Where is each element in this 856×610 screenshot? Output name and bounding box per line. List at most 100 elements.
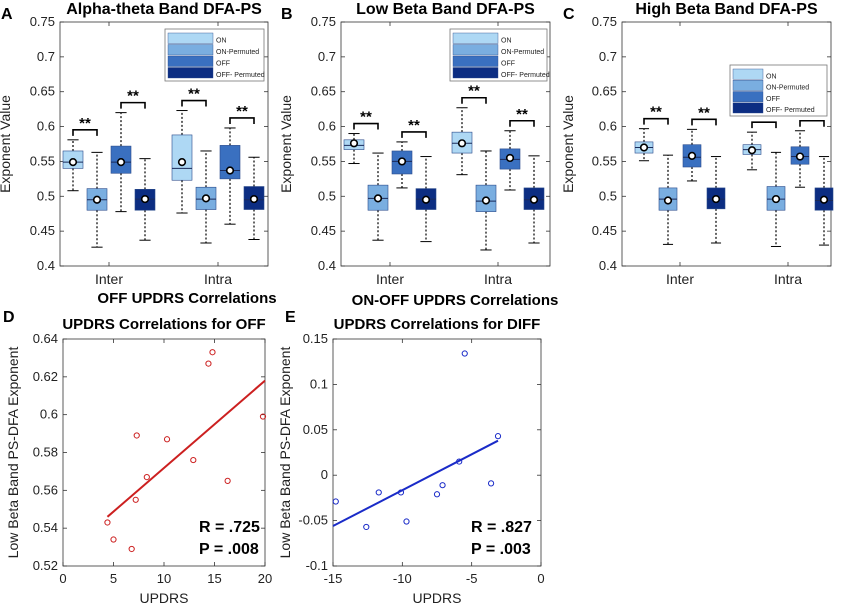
x-category-label: Intra	[774, 271, 802, 287]
x-tick-label: -5	[466, 571, 478, 586]
legend-label: OFF- Permuted	[216, 72, 265, 79]
data-point	[163, 436, 171, 443]
y-tick-label: 0.62	[33, 369, 58, 384]
legend-swatch-3	[452, 67, 499, 79]
y-tick-label: 0.55	[311, 153, 336, 168]
legend-label: ON-Permuted	[766, 85, 809, 92]
significance-stars: **	[698, 104, 710, 121]
y-axis-label: Low Beta Band PS-DFA Exponent	[277, 347, 293, 559]
chart-title: High Beta Band DFA-PS	[635, 1, 818, 18]
y-tick-label: 0.6	[318, 119, 336, 134]
data-point	[259, 413, 267, 420]
data-point	[205, 360, 212, 367]
y-tick-label: 0.1	[310, 376, 328, 391]
legend-swatch-2	[732, 91, 764, 102]
mean-marker	[68, 158, 78, 167]
x-tick-label: 5	[110, 571, 117, 586]
x-tick-label: -10	[393, 571, 412, 586]
y-tick-label: 0.65	[311, 84, 336, 99]
data-point	[190, 456, 197, 464]
y-axis-label: Low Beta Band PS-DFA Exponent	[5, 347, 21, 559]
data-point	[133, 432, 140, 439]
mean-marker	[747, 146, 757, 155]
significance-bracket	[120, 101, 146, 109]
high-beta-boxplot-panel: High Beta Band DFA-PS 0.4 0.45 0.5 0.55 0.6 0.…	[560, 1, 834, 287]
y-tick-label: 0.45	[30, 223, 55, 238]
x-tick-label: 20	[258, 571, 272, 586]
panel-label-e: E	[285, 309, 296, 326]
x-category-label: Inter	[666, 271, 694, 287]
significance-bracket	[401, 131, 427, 138]
y-tick-label: 0.56	[33, 482, 58, 497]
significance-stars: **	[650, 104, 662, 121]
significance-stars: **	[516, 106, 528, 123]
data-point	[397, 489, 405, 496]
legend-swatch-1	[452, 44, 499, 56]
significance-bracket	[229, 117, 255, 124]
y-tick-label: 0.75	[592, 14, 617, 29]
mean-marker	[177, 158, 187, 167]
y-tick-label: 0.5	[37, 188, 55, 203]
r-statistic: R = .827	[471, 519, 532, 536]
legend-label: OFF	[216, 61, 230, 68]
regression-line	[332, 439, 499, 527]
y-tick-label: 0.45	[592, 223, 617, 238]
box-0	[171, 134, 193, 181]
significance-stars: **	[127, 88, 139, 105]
mean-marker	[663, 196, 673, 205]
legend-label: OFF	[501, 61, 515, 68]
significance-bracket	[461, 96, 487, 104]
significance-bracket	[643, 117, 669, 125]
x-axis-label: UPDRS	[139, 590, 188, 606]
y-tick-label: 0.7	[318, 49, 336, 64]
legend-swatch-2	[452, 55, 499, 67]
significance-stars: **	[188, 86, 200, 103]
data-point	[375, 489, 382, 496]
significance-stars: **	[408, 117, 420, 134]
y-tick-label: 0.55	[592, 153, 617, 168]
scatter-header: ON-OFF UPDRS Correlations	[352, 292, 559, 309]
panel-label-c: C	[563, 6, 575, 23]
y-tick-label: 0.75	[311, 14, 336, 29]
significance-stars: **	[79, 115, 91, 132]
y-tick-label: 0.58	[33, 445, 58, 460]
mean-marker	[771, 194, 781, 204]
mean-marker	[349, 139, 359, 148]
significance-bracket	[751, 121, 777, 129]
legend-swatch-0	[167, 32, 214, 44]
p-statistic: P = .003	[471, 541, 531, 558]
y-tick-label: 0	[321, 467, 328, 482]
significance-bracket	[509, 119, 535, 127]
low-beta-boxplot-panel: Low Beta Band DFA-PS 0.4 0.45 0.5 0.55 0.6 0.6…	[278, 1, 551, 287]
r-statistic: R = .725	[199, 519, 260, 536]
legend-swatch-3	[732, 102, 764, 114]
legend-swatch-2	[167, 55, 214, 67]
mean-marker	[505, 153, 515, 163]
data-point	[224, 477, 231, 484]
legend-label: ON-Permuted	[216, 49, 259, 56]
y-tick-label: 0.55	[30, 153, 55, 168]
scatter-title: UPDRS Correlations for DIFF	[334, 316, 541, 333]
significance-bracket	[691, 118, 717, 126]
data-point	[128, 545, 135, 553]
scatter-header: OFF UPDRS Correlations	[97, 290, 276, 307]
data-point	[132, 496, 139, 503]
mean-marker	[140, 194, 150, 204]
y-tick-label: 0.5	[318, 188, 336, 203]
y-tick-label: 0.6	[40, 407, 58, 422]
y-tick-label: 0.75	[30, 14, 55, 29]
panel-label-a: A	[1, 6, 13, 23]
data-point	[433, 491, 441, 498]
y-tick-label: 0.4	[318, 258, 336, 273]
mean-marker	[373, 194, 383, 203]
legend-label: ON-Permuted	[501, 49, 544, 56]
off-updrs-scatter-panel: OFF UPDRS Correlations UPDRS Correlations…	[5, 290, 277, 606]
significance-bracket	[72, 129, 98, 136]
y-tick-label: 0.7	[599, 49, 617, 64]
x-tick-label: -15	[324, 571, 343, 586]
mean-marker	[249, 194, 259, 204]
mean-marker	[795, 152, 805, 161]
alpha-theta-boxplot-panel: Alpha-theta Band DFA-PS 0.4 0.45 0.5 0.55 0.6…	[0, 1, 269, 287]
y-tick-label: -0.1	[306, 558, 328, 573]
legend-swatch-0	[452, 32, 499, 44]
